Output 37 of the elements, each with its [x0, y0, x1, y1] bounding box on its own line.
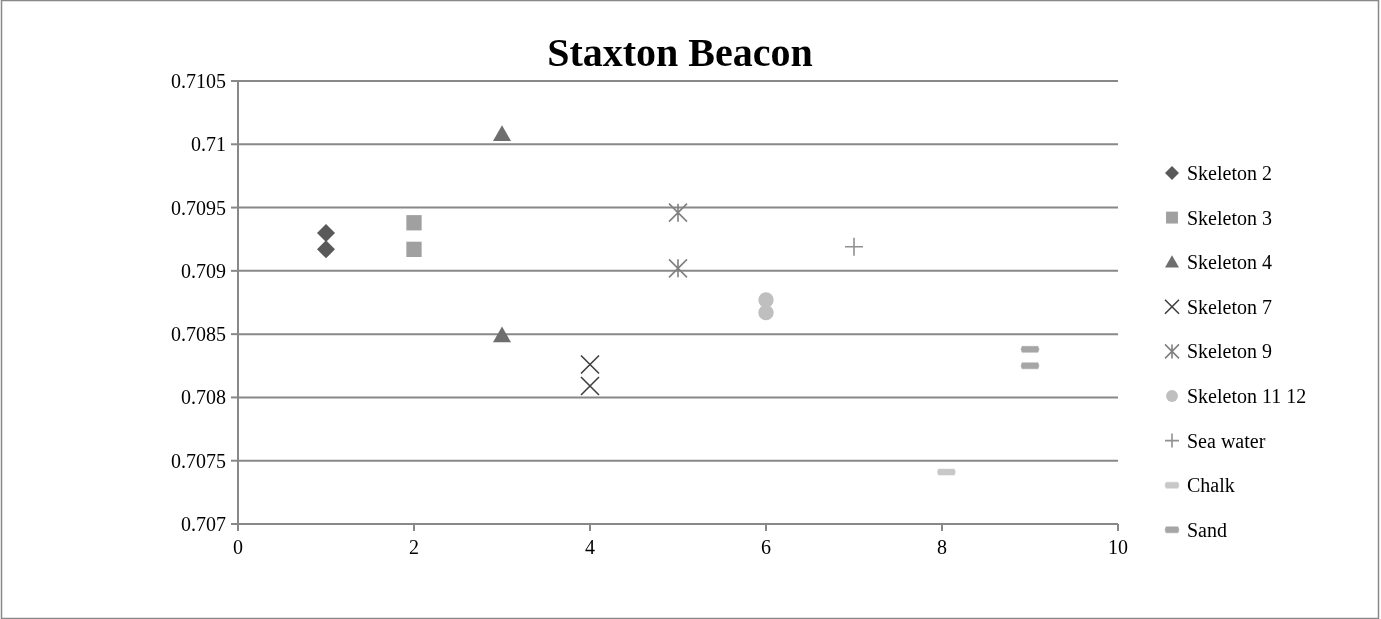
legend-label: Sea water: [1187, 429, 1266, 452]
point: [844, 237, 864, 257]
chart-title: Staxton Beacon: [547, 30, 813, 75]
y-tick-label: 0.7075: [171, 449, 226, 472]
y-tick-label: 0.708: [181, 386, 226, 409]
point: [758, 304, 774, 321]
point: [406, 215, 422, 231]
point: [493, 326, 511, 343]
point: [406, 241, 422, 257]
x-tick-label: 10: [1108, 536, 1128, 558]
y-tick-label: 0.7105: [171, 70, 226, 92]
point: [668, 258, 688, 279]
x-tick-label: 2: [409, 536, 419, 558]
point: [758, 292, 774, 308]
x-tick-label: 6: [761, 536, 771, 558]
y-tick-label: 0.709: [181, 259, 226, 282]
legend-label: Sand: [1187, 518, 1227, 541]
legend-label: Skeleton 9: [1187, 340, 1272, 363]
point: [580, 354, 600, 375]
point: [580, 376, 600, 396]
legend-label: Skeleton 11 12: [1187, 385, 1307, 407]
legend-label: Skeleton 3: [1187, 206, 1272, 229]
x-tick-label: 0: [233, 536, 243, 558]
point: [317, 240, 335, 259]
x-tick-label: 8: [937, 536, 947, 558]
y-tick-label: 0.7085: [171, 323, 226, 346]
legend-label: Skeleton 7: [1187, 295, 1272, 318]
legend-label: Skeleton 4: [1187, 251, 1272, 274]
y-tick-label: 0.71: [191, 133, 226, 156]
y-tick-label: 0.7095: [171, 196, 226, 219]
point: [493, 125, 511, 141]
legend-label: Chalk: [1187, 474, 1235, 497]
legend-label: Skeleton 2: [1187, 162, 1272, 184]
y-tick-label: 0.707: [181, 513, 226, 535]
point: [317, 223, 335, 242]
x-tick-label: 4: [585, 536, 595, 558]
point: [668, 202, 688, 223]
